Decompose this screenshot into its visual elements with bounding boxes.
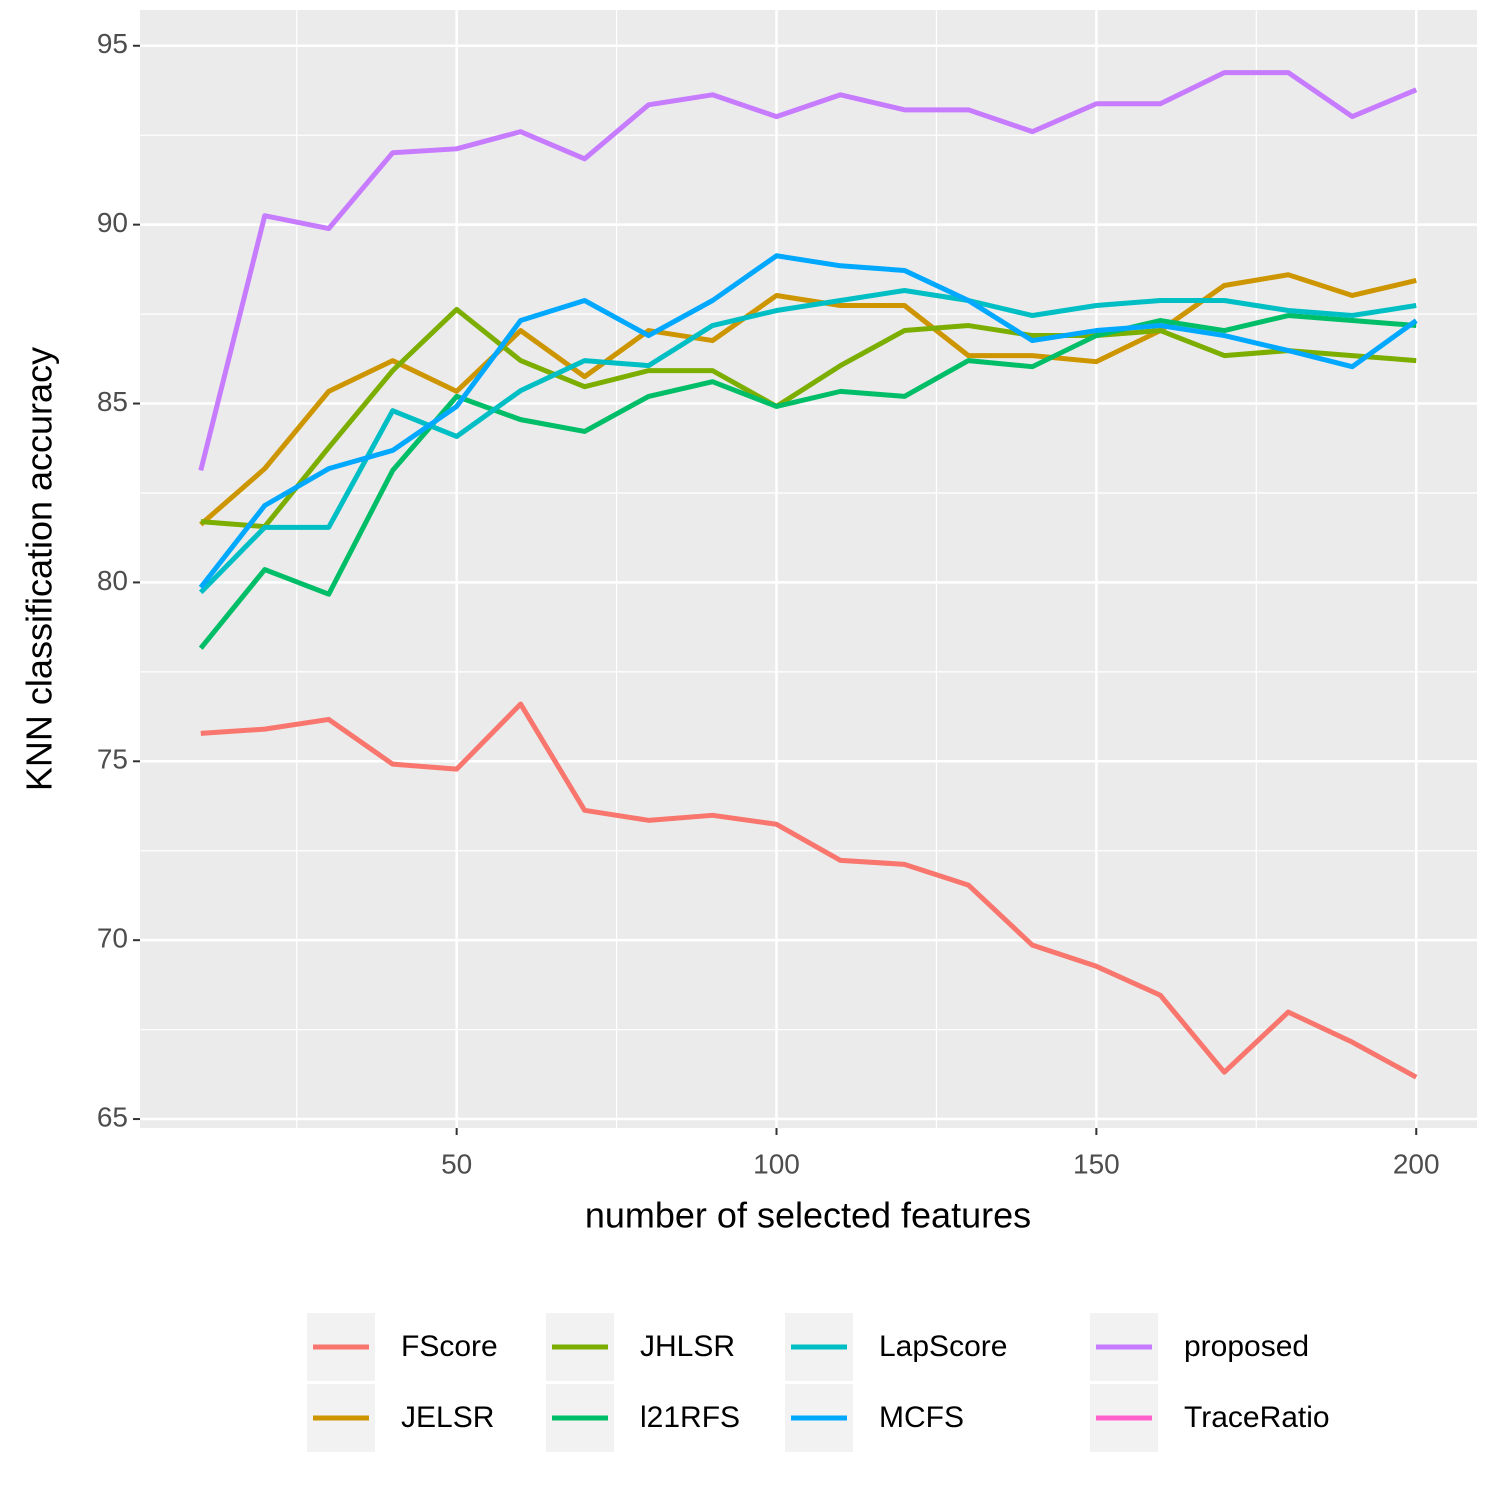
y-tick-label: 70 <box>97 923 128 954</box>
series-line <box>198 70 1418 472</box>
y-tick-label: 85 <box>97 386 128 417</box>
x-tick-label: 50 <box>441 1148 472 1179</box>
y-tick-label: 75 <box>97 744 128 775</box>
series-line <box>198 287 1417 595</box>
y-axis-title: KNN classification accuracy <box>19 347 60 791</box>
panel <box>140 10 1477 1128</box>
legend-label: JHLSR <box>640 1330 735 1363</box>
legend-label: JELSR <box>401 1401 494 1434</box>
x-axis-title: number of selected features <box>585 1195 1031 1236</box>
series-line <box>200 306 1417 530</box>
legend-label: proposed <box>1184 1330 1309 1363</box>
legend-label: FScore <box>401 1330 498 1363</box>
series-line <box>198 313 1417 650</box>
series-line <box>198 253 1418 589</box>
y-tick-label: 65 <box>97 1101 128 1132</box>
y-tick-label: 90 <box>97 207 128 238</box>
x-tick-label: 100 <box>753 1148 800 1179</box>
x-tick-label: 150 <box>1073 1148 1120 1179</box>
y-tick-label: 80 <box>97 565 128 596</box>
legend-label: LapScore <box>879 1330 1007 1363</box>
series-line <box>200 701 1418 1080</box>
y-tick-label: 95 <box>97 28 128 59</box>
x-tick-label: 200 <box>1393 1148 1440 1179</box>
legend-label: l21RFS <box>640 1401 740 1434</box>
legend-label: TraceRatio <box>1184 1401 1330 1434</box>
series-line <box>199 272 1417 527</box>
legend-label: MCFS <box>879 1401 964 1434</box>
